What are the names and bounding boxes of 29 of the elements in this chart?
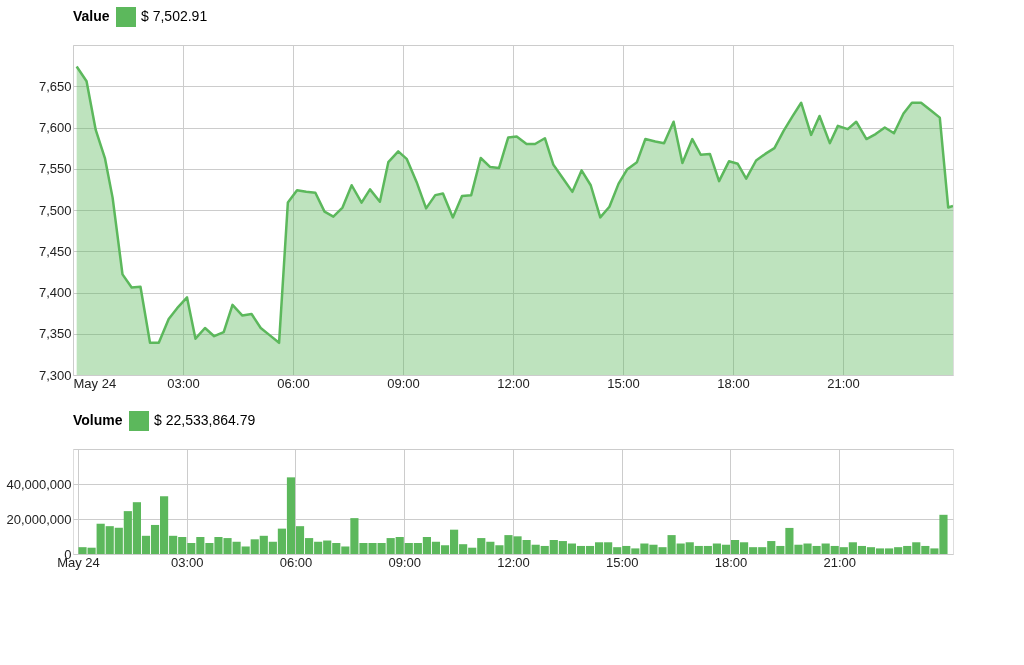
x-tick-label: 18:00 bbox=[714, 554, 748, 570]
x-tick-label: 03:00 bbox=[167, 375, 200, 391]
y-tick-label: 20,000,000 bbox=[6, 511, 72, 527]
x-tick-label: 06:00 bbox=[279, 554, 313, 570]
y-tick-label: 7,550 bbox=[38, 161, 72, 177]
y-tick-label: 7,450 bbox=[38, 243, 72, 259]
x-tick-label: 12:00 bbox=[497, 554, 530, 570]
y-tick-label: 7,650 bbox=[38, 78, 72, 94]
y-tick-label: 7,600 bbox=[38, 120, 72, 135]
x-tick-label: 09:00 bbox=[388, 554, 422, 570]
x-tick-label: 03:00 bbox=[170, 554, 204, 570]
x-tick-label: 21:00 bbox=[823, 554, 857, 570]
y-tick-label: 7,500 bbox=[38, 202, 72, 218]
legend-label: $ 22,533,864.79 bbox=[154, 412, 256, 428]
legend-label: $ 7,502.91 bbox=[141, 8, 208, 24]
x-tick-label: May 24 bbox=[73, 375, 117, 391]
x-tick-label: 18:00 bbox=[717, 375, 750, 391]
legend-title: Value bbox=[73, 8, 110, 24]
y-tick-label: 40,000,000 bbox=[6, 476, 72, 492]
x-tick-label: 21:00 bbox=[827, 375, 860, 391]
x-tick-label: 06:00 bbox=[277, 375, 310, 391]
x-tick-label: 09:00 bbox=[387, 375, 420, 391]
x-tick-label: 15:00 bbox=[607, 375, 640, 391]
x-tick-label: 12:00 bbox=[497, 375, 530, 391]
y-tick-label: 7,400 bbox=[38, 285, 72, 300]
y-tick-label: 7,350 bbox=[38, 326, 72, 342]
x-tick-label: 15:00 bbox=[605, 554, 639, 570]
y-tick-label: 7,300 bbox=[38, 367, 72, 383]
legend-title: Volume bbox=[73, 412, 123, 428]
